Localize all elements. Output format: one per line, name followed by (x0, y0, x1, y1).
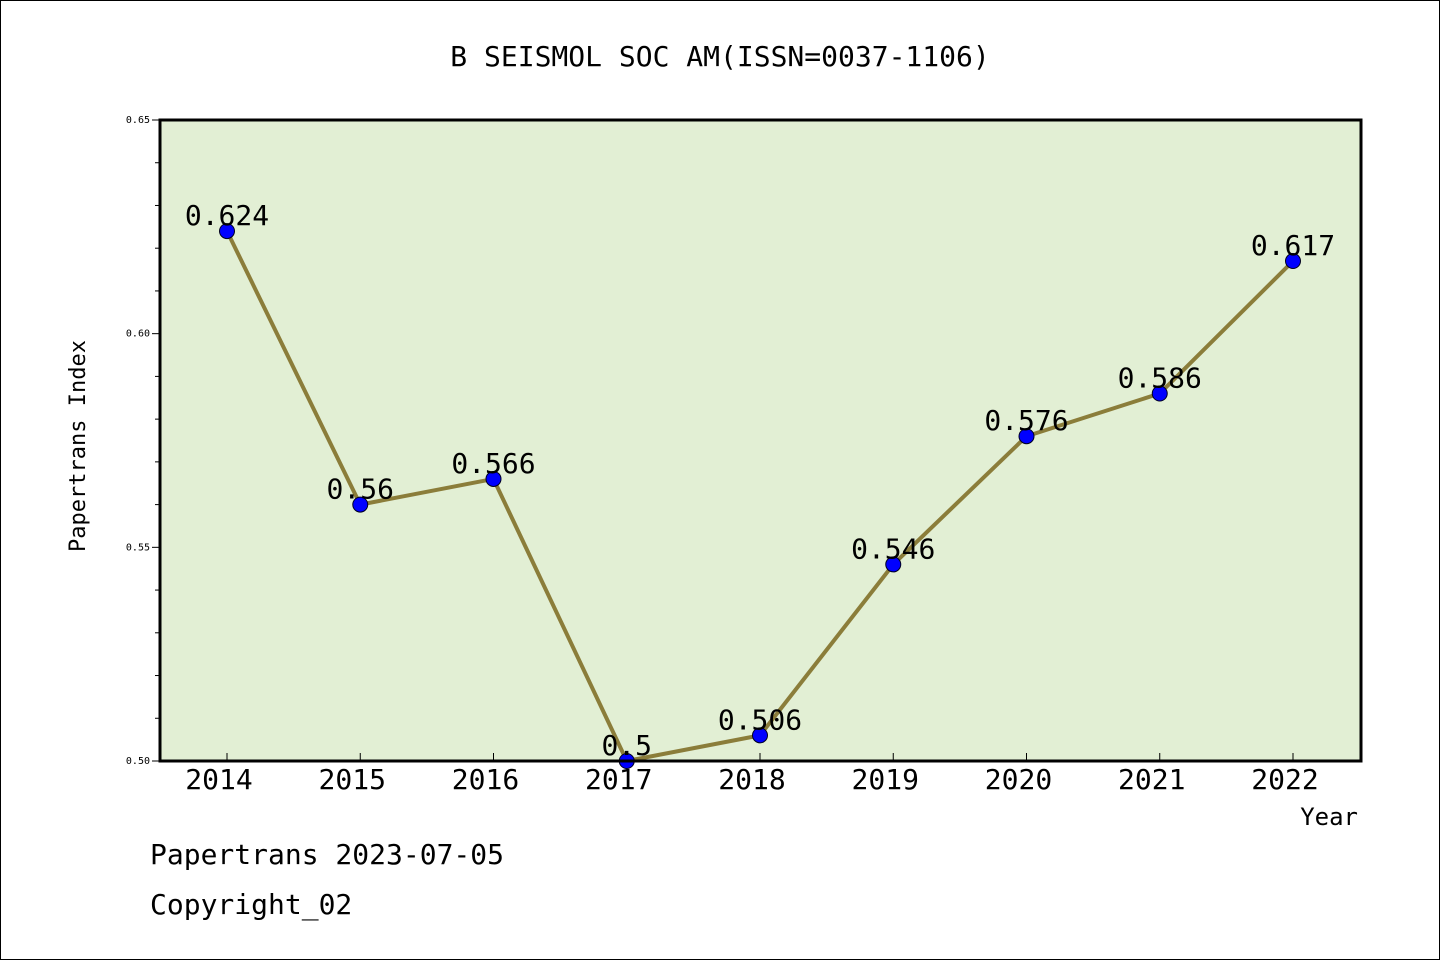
data-point (1018, 428, 1035, 445)
data-label: 0.546 (851, 532, 935, 565)
chart-title: B SEISMOL SOC AM(ISSN=0037-1106) (450, 40, 989, 73)
x-tick-label: 2015 (319, 763, 386, 796)
x-tick-label: 2017 (585, 763, 652, 796)
data-label: 0.617 (1251, 229, 1335, 262)
x-tick-label: 2020 (985, 763, 1052, 796)
y-tick-label: 0.60 (126, 329, 150, 340)
x-tick-label: 2021 (1118, 763, 1185, 796)
x-tick-label: 2016 (452, 763, 519, 796)
data-point (352, 496, 369, 513)
x-axis-ticks: 2014 2015 2016 2017 2018 2019 2020 2021 2022 (185, 753, 1319, 796)
data-labels-layer: 0.624 0.56 0.566 0.5 0.506 0.546 0.576 0.586 0.6… (185, 199, 1335, 762)
x-tick-label: 2014 (185, 763, 252, 796)
plot-area (160, 120, 1361, 761)
data-point (1151, 385, 1168, 402)
y-tick-label: 0.55 (126, 542, 150, 553)
x-tick-label: 2022 (1251, 763, 1318, 796)
footer-copyright: Copyright_02 (150, 888, 352, 922)
footer-date: Papertrans 2023-07-05 (150, 838, 504, 871)
data-point (219, 223, 235, 240)
x-tick-label: 2018 (718, 763, 785, 796)
data-point (485, 470, 502, 487)
data-label: 0.576 (984, 404, 1068, 437)
y-axis-label: Papertrans Index (66, 340, 91, 552)
data-point (1285, 253, 1301, 270)
plot-frame (158, 118, 1363, 763)
data-label: 0.586 (1118, 361, 1202, 394)
data-point (752, 727, 768, 744)
data-label: 0.624 (185, 199, 269, 232)
y-tick-label: 0.65 (126, 115, 150, 126)
data-label: 0.5 (601, 729, 652, 762)
data-point (885, 556, 902, 573)
data-label: 0.566 (451, 447, 535, 480)
x-tick-label: 2019 (852, 763, 919, 796)
data-label: 0.56 (327, 473, 394, 506)
y-tick-label: 0.50 (126, 756, 150, 767)
markers-layer (219, 223, 1301, 769)
x-axis-label: Year (1300, 803, 1358, 831)
data-label: 0.506 (718, 703, 802, 736)
